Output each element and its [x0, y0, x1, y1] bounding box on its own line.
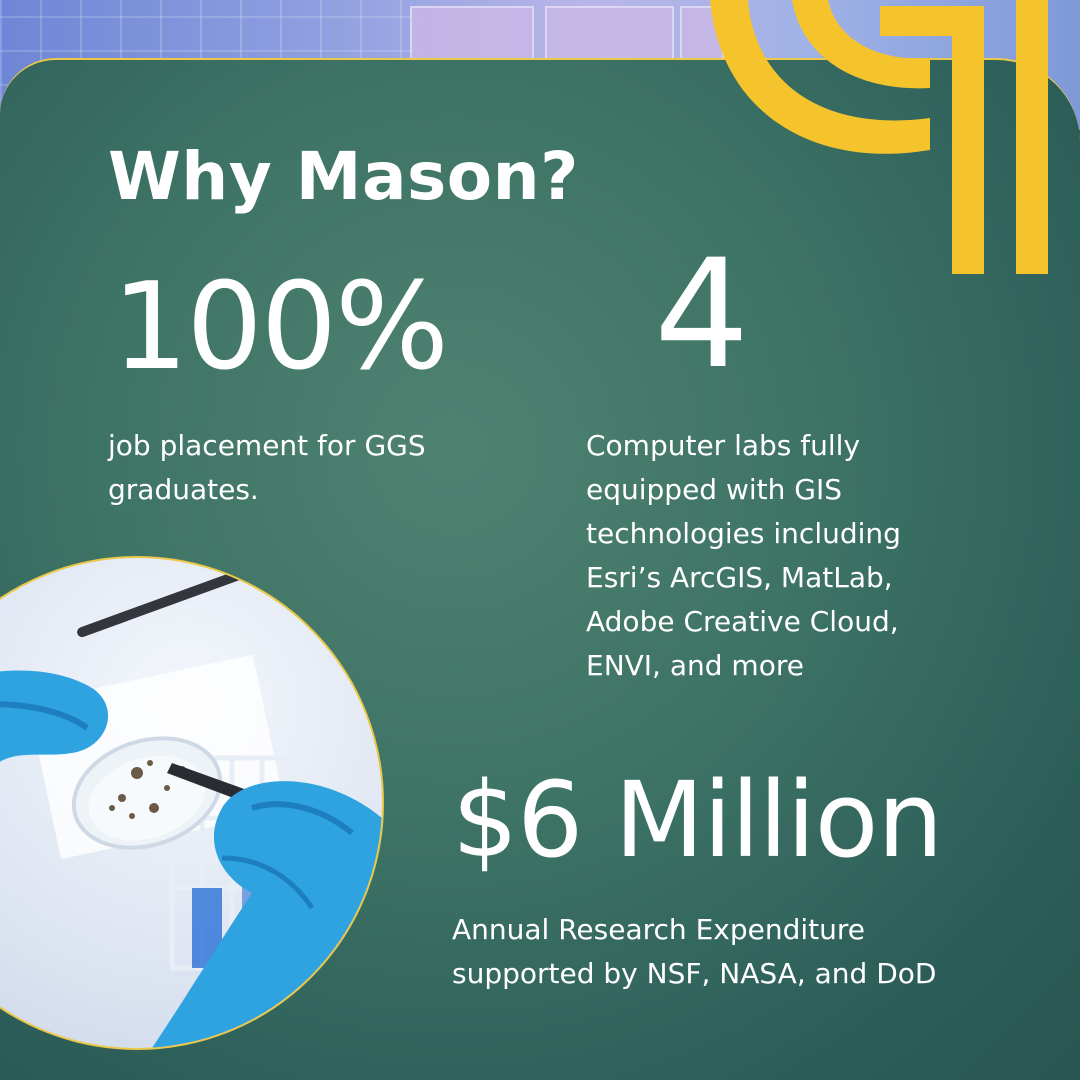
gmu-logo	[710, 0, 1048, 274]
stat-value-research-expenditure: $6 Million	[452, 759, 943, 881]
stat-value-job-placement: 100%	[112, 258, 449, 397]
lab-photo-illustration	[0, 568, 382, 1048]
page-title: Why Mason?	[108, 138, 579, 215]
stat-description-job-placement: job placement for GGS graduates.	[108, 429, 426, 506]
stat-value-computer-labs: 4	[654, 228, 750, 402]
lab-researcher-petri-dish-photo	[0, 556, 384, 1050]
stat-description-computer-labs: Computer labs fully equipped with GIS te…	[586, 429, 901, 682]
stat-description-research-expenditure: Annual Research Expenditure supported by…	[452, 913, 937, 990]
